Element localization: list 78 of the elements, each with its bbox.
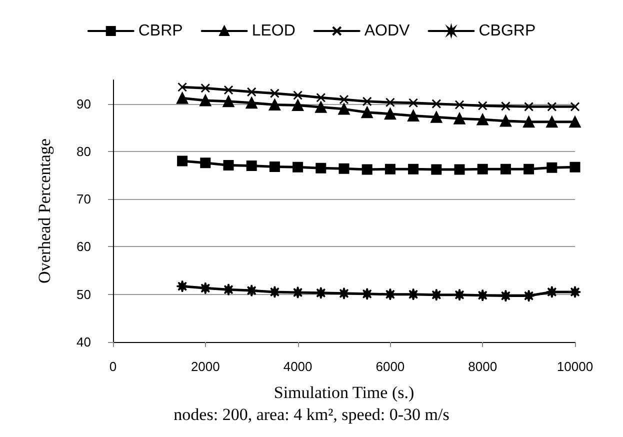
point <box>362 96 372 106</box>
point <box>292 162 304 172</box>
point <box>478 100 488 110</box>
y-tick-label: 80 <box>76 144 91 159</box>
point <box>178 82 188 92</box>
point <box>246 97 258 109</box>
legend-label: CBRP <box>138 22 183 40</box>
point <box>522 290 536 302</box>
point <box>500 115 512 127</box>
point <box>523 116 535 128</box>
y-axis-title: Overhead Percentage <box>35 138 54 284</box>
point <box>408 110 420 122</box>
point <box>200 94 212 106</box>
point <box>499 290 512 302</box>
point <box>500 164 511 174</box>
x-tick-label: 4000 <box>283 359 312 374</box>
point <box>176 92 188 104</box>
point <box>454 112 466 124</box>
point <box>246 160 257 171</box>
x-tick-label: 0 <box>109 359 117 374</box>
point <box>384 108 396 120</box>
point <box>454 164 465 175</box>
point <box>476 114 488 126</box>
point <box>500 101 510 111</box>
point <box>293 90 303 100</box>
legend-label: LEOD <box>252 22 296 40</box>
point <box>432 99 442 109</box>
point <box>570 102 580 112</box>
point <box>223 160 234 171</box>
point <box>177 156 188 166</box>
y-tick-label: 90 <box>76 96 91 112</box>
point <box>408 164 419 174</box>
point <box>315 101 327 113</box>
point <box>569 116 581 128</box>
point <box>338 103 350 115</box>
point <box>270 88 280 98</box>
point <box>384 164 396 174</box>
point <box>292 99 304 111</box>
point <box>200 83 210 93</box>
point <box>454 100 464 110</box>
point <box>361 106 373 118</box>
point <box>430 111 442 123</box>
y-tick-label: 60 <box>76 239 91 254</box>
x-tick-label: 8000 <box>468 359 498 374</box>
point <box>408 98 418 108</box>
point <box>269 161 280 172</box>
point <box>338 163 350 174</box>
point <box>200 158 211 168</box>
point <box>246 87 256 97</box>
x-tick-label: 6000 <box>376 359 405 374</box>
point <box>199 282 212 294</box>
point <box>546 116 558 128</box>
point <box>316 92 326 102</box>
point <box>316 162 326 174</box>
point <box>431 164 442 175</box>
x-tick-label: 2000 <box>190 359 220 374</box>
y-tick-label: 70 <box>76 192 91 207</box>
legend-label: CBGRP <box>478 22 536 40</box>
y-tick-label: 40 <box>76 334 91 350</box>
point <box>176 280 189 293</box>
point <box>524 164 534 174</box>
y-tick-label: 50 <box>76 286 91 302</box>
x-tick-label: 10000 <box>556 359 594 374</box>
point <box>268 286 281 298</box>
legend-label: AODV <box>364 22 410 40</box>
point <box>224 85 234 95</box>
point <box>547 102 557 112</box>
point <box>477 164 488 174</box>
point <box>385 98 395 108</box>
point <box>524 102 534 112</box>
point <box>546 162 558 173</box>
x-axis-title: Simulation Time (s.) <box>274 383 414 402</box>
text: nodes: 200, area: 4 km², speed: 0-30 m/s <box>174 405 450 424</box>
point <box>362 164 372 175</box>
point <box>268 99 280 111</box>
point <box>222 96 234 108</box>
point <box>339 94 349 104</box>
point <box>570 162 580 172</box>
